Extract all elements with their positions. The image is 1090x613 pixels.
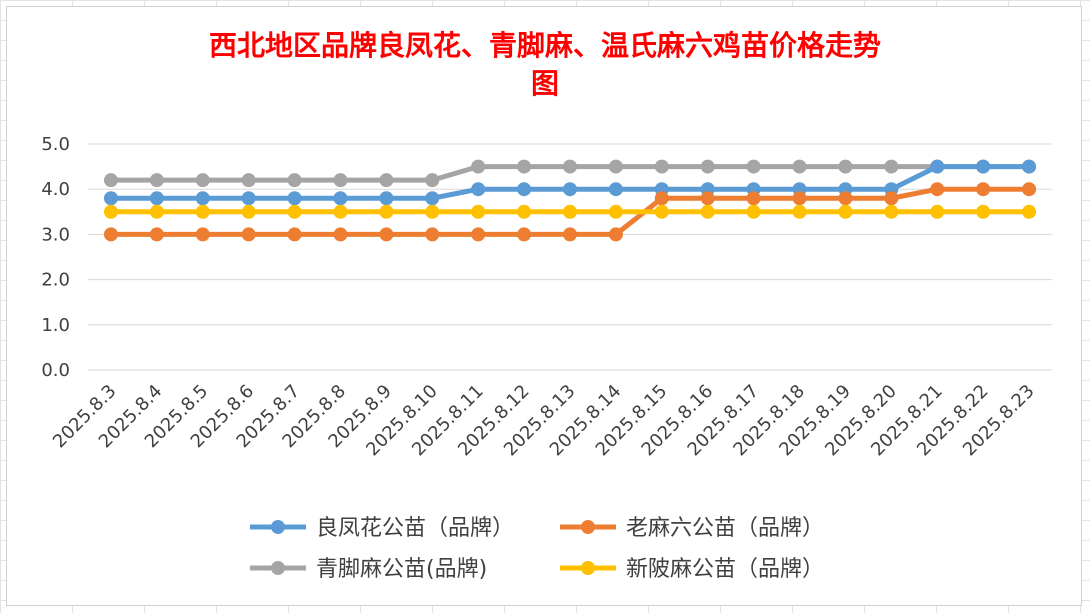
data-point: [746, 191, 761, 206]
data-point: [103, 204, 118, 219]
legend-label: 良凤花公苗（品牌）: [316, 516, 514, 541]
data-point: [149, 173, 164, 188]
y-tick-label: 3.0: [41, 224, 70, 245]
legend-swatch-marker: [581, 520, 595, 534]
legend-swatch-marker: [271, 561, 285, 575]
data-point: [517, 182, 532, 197]
data-point: [838, 159, 853, 174]
data-point: [333, 191, 348, 206]
data-point: [1022, 182, 1037, 197]
data-point: [425, 191, 440, 206]
data-point: [654, 191, 669, 206]
data-point: [700, 159, 715, 174]
data-point: [608, 159, 623, 174]
data-point: [149, 191, 164, 206]
y-axis-ticks: 0.0 1.0 2.0 3.0 4.0 5.0: [41, 134, 70, 381]
data-point: [838, 204, 853, 219]
data-point: [563, 159, 577, 174]
data-point: [379, 204, 394, 219]
data-point: [608, 227, 623, 242]
data-point: [103, 227, 118, 242]
data-point: [517, 159, 532, 174]
legend: 良凤花公苗（品牌） 老麻六公苗（品牌） 青脚麻公苗(品牌) 新陂麻公苗（品牌）: [250, 516, 824, 582]
data-point: [654, 159, 669, 174]
data-point: [792, 159, 807, 174]
data-point: [149, 204, 164, 219]
legend-swatch-marker: [271, 520, 285, 534]
chart-title-line-2: 图: [531, 67, 559, 100]
data-point: [930, 182, 945, 197]
data-point: [103, 191, 118, 206]
chart-title-line-1: 西北地区品牌良凤花、青脚麻、温氏麻六鸡苗价格走势: [209, 29, 881, 62]
data-point: [333, 204, 348, 219]
data-point: [884, 191, 899, 206]
legend-label: 老麻六公苗（品牌）: [626, 516, 824, 541]
data-point: [838, 191, 853, 206]
data-point: [333, 173, 348, 188]
y-tick-label: 0.0: [41, 360, 70, 381]
data-point: [195, 191, 210, 206]
data-point: [1022, 159, 1037, 174]
data-point: [471, 204, 486, 219]
data-point: [976, 182, 991, 197]
data-point: [608, 182, 623, 197]
data-point: [195, 227, 210, 242]
data-point: [792, 204, 807, 219]
data-point: [517, 227, 532, 242]
data-point: [746, 159, 761, 174]
data-point: [425, 227, 440, 242]
data-point: [287, 173, 302, 188]
data-point: [563, 227, 577, 242]
data-point: [195, 204, 210, 219]
chart-area[interactable]: [6, 6, 1082, 606]
data-point: [1022, 204, 1037, 219]
data-point: [241, 204, 256, 219]
data-point: [976, 204, 991, 219]
data-point: [471, 182, 486, 197]
data-point: [471, 159, 486, 174]
legend-label: 新陂麻公苗（品牌）: [626, 557, 824, 582]
data-point: [608, 204, 623, 219]
data-point: [287, 191, 302, 206]
y-tick-label: 4.0: [41, 179, 70, 200]
data-point: [333, 227, 348, 242]
data-point: [379, 191, 394, 206]
data-point: [517, 204, 532, 219]
data-point: [241, 227, 256, 242]
data-point: [379, 227, 394, 242]
y-tick-label: 5.0: [41, 134, 70, 155]
data-point: [746, 204, 761, 219]
data-point: [700, 191, 715, 206]
data-point: [930, 159, 945, 174]
legend-swatch-marker: [581, 561, 595, 575]
data-point: [930, 204, 945, 219]
data-point: [149, 227, 164, 242]
data-point: [379, 173, 394, 188]
data-point: [976, 159, 991, 174]
data-point: [195, 173, 210, 188]
data-point: [425, 204, 440, 219]
y-tick-label: 1.0: [41, 315, 70, 336]
data-point: [700, 204, 715, 219]
data-point: [884, 204, 899, 219]
data-point: [471, 227, 486, 242]
series-lines: [103, 159, 1037, 242]
data-point: [792, 191, 807, 206]
data-point: [654, 204, 669, 219]
legend-label: 青脚麻公苗(品牌): [316, 557, 487, 582]
data-point: [425, 173, 440, 188]
data-point: [241, 173, 256, 188]
data-point: [241, 191, 256, 206]
x-axis-ticks: 2025.8.32025.8.42025.8.52025.8.62025.8.7…: [49, 381, 1039, 461]
data-point: [287, 204, 302, 219]
y-tick-label: 2.0: [41, 270, 70, 291]
data-point: [884, 159, 899, 174]
data-point: [563, 204, 577, 219]
data-point: [563, 182, 577, 197]
data-point: [103, 173, 118, 188]
data-point: [287, 227, 302, 242]
